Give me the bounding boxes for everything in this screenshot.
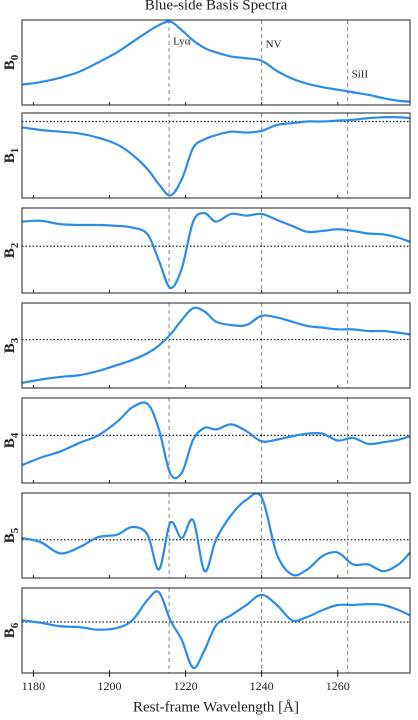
spectrum-line — [22, 401, 410, 480]
line-label: NV — [266, 39, 282, 51]
y-label-main: B — [2, 60, 18, 70]
chart-title: Blue-side Basis Spectra — [145, 0, 288, 13]
line-label: Lyα — [173, 36, 191, 48]
y-label-main: B — [2, 248, 18, 258]
x-axis-label: Rest-frame Wavelength [Å] — [133, 699, 299, 715]
y-label-sub: 3 — [9, 337, 21, 343]
x-tick-label: 1200 — [97, 679, 121, 693]
spectrum-line — [22, 20, 410, 103]
panel-frame — [21, 302, 411, 389]
y-label-sub: 5 — [9, 527, 21, 533]
panel-frame — [21, 492, 411, 579]
panel-frame — [21, 207, 411, 294]
y-label-main: B — [2, 533, 18, 543]
spectrum-line — [22, 306, 410, 384]
y-label-sub: 2 — [9, 242, 21, 248]
spectrum-line — [22, 116, 410, 197]
y-axis-label: B5 — [2, 527, 20, 543]
y-axis-label: B4 — [2, 432, 20, 448]
y-axis-label: B1 — [2, 148, 20, 164]
y-axis-label: B0 — [2, 54, 20, 70]
y-label-main: B — [2, 438, 18, 448]
x-tick-label: 1220 — [174, 679, 198, 693]
y-label-main: B — [2, 153, 18, 163]
y-label-main: B — [2, 628, 18, 638]
spectrum-line — [22, 590, 410, 670]
y-axis-label: B3 — [2, 337, 20, 353]
panel-frame — [21, 397, 411, 484]
spectrum-line — [22, 211, 410, 290]
x-tick-label: 1260 — [326, 679, 350, 693]
x-tick-label: 1180 — [22, 679, 46, 693]
panel-frame — [21, 587, 411, 674]
line-label: SiII — [352, 69, 369, 81]
panel-frame — [21, 112, 411, 199]
x-tick-label: 1240 — [250, 679, 274, 693]
panel-frame — [21, 19, 411, 106]
spectrum-line — [22, 493, 410, 577]
y-axis-label: B6 — [2, 622, 20, 638]
y-label-main: B — [2, 343, 18, 353]
y-label-sub: 1 — [9, 148, 21, 154]
y-axis-label: B2 — [2, 242, 20, 258]
y-label-sub: 0 — [9, 54, 21, 60]
y-label-sub: 6 — [9, 622, 21, 628]
y-label-sub: 4 — [9, 432, 21, 438]
